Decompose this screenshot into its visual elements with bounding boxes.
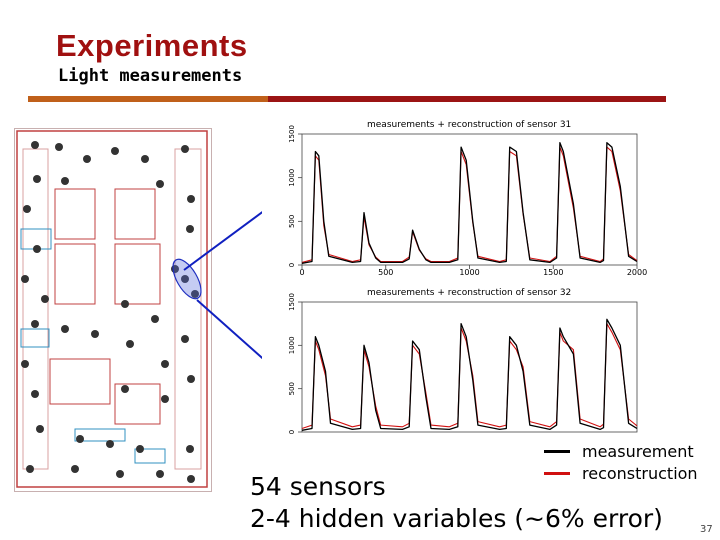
x-tick-label: 500 (378, 268, 393, 277)
chart-title: measurements + reconstruction of sensor … (367, 120, 571, 130)
y-tick-label: 1000 (288, 169, 296, 187)
measurement-series-line (301, 142, 638, 264)
y-tick-label: 1500 (288, 125, 296, 143)
reconstruction-series-line (301, 146, 638, 263)
y-tick-label: 0 (288, 263, 296, 267)
slide-title: Experiments (56, 28, 248, 63)
sensor-32-chart: measurements + reconstruction of sensor … (262, 288, 652, 438)
x-tick-label: 1500 (543, 268, 563, 277)
slide-subtitle: Light measurements (58, 66, 243, 86)
chart-legend: measurement reconstruction (544, 440, 698, 484)
title-underline-red (268, 96, 666, 102)
chart-title: measurements + reconstruction of sensor … (367, 288, 571, 298)
reconstruction-series-line (301, 323, 638, 430)
caption-sensors: 54 sensors (250, 472, 386, 501)
y-tick-label: 0 (288, 430, 296, 434)
y-tick-label: 500 (288, 215, 296, 228)
page-number: 37 (700, 524, 713, 535)
legend-label-reconstruction: reconstruction (582, 463, 698, 483)
x-tick-label: 1000 (459, 268, 479, 277)
y-tick-label: 1500 (288, 293, 296, 311)
floor-plan-image (14, 128, 212, 492)
plot-frame (301, 133, 638, 266)
x-tick-label: 0 (299, 268, 304, 277)
y-tick-label: 1000 (288, 336, 296, 354)
measurement-series-line (301, 318, 638, 431)
legend-item-measurement: measurement (544, 440, 698, 462)
legend-label-measurement: measurement (582, 441, 694, 461)
legend-swatch-measurement (544, 449, 570, 453)
x-tick-label: 2000 (627, 268, 647, 277)
y-tick-label: 500 (288, 382, 296, 395)
legend-item-reconstruction: reconstruction (544, 462, 698, 484)
caption-hidden-variables: 2-4 hidden variables (~6% error) (250, 504, 663, 533)
legend-swatch-reconstruction (544, 471, 570, 475)
plot-frame (301, 301, 638, 433)
sensor-31-chart: measurements + reconstruction of sensor … (262, 120, 652, 290)
title-underline-orange (28, 96, 268, 102)
